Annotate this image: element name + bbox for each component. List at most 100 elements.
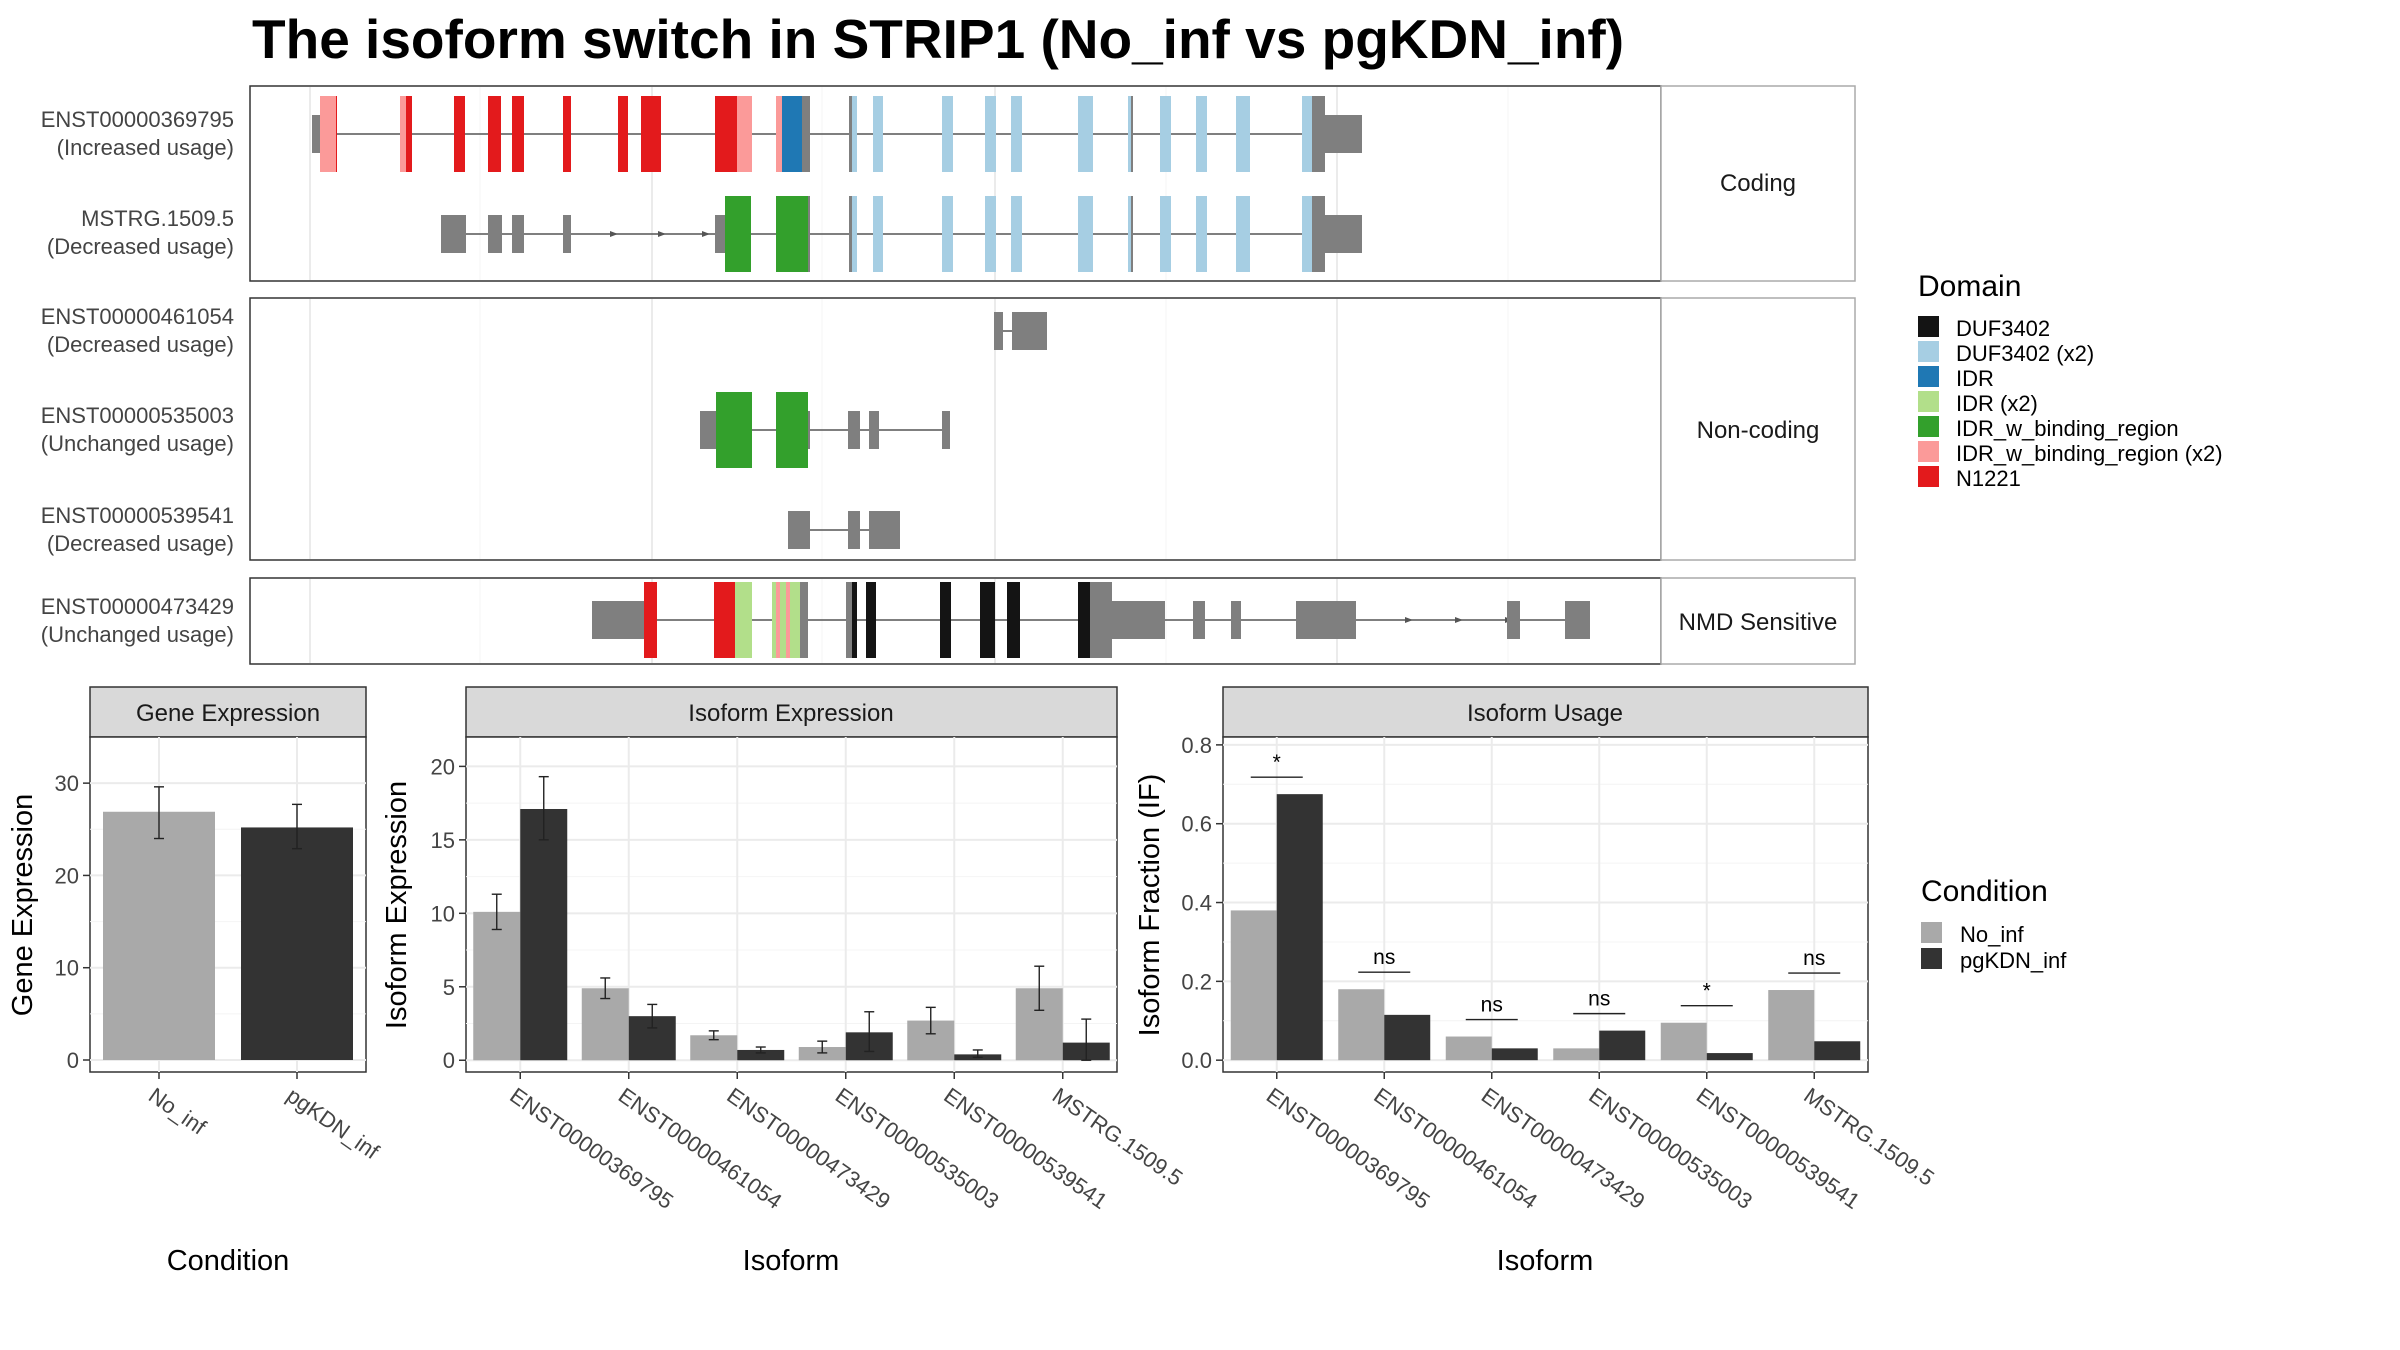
noncoding-exon bbox=[869, 511, 900, 549]
condition-legend: Condition No_inf pgKDN_inf bbox=[1921, 875, 2067, 973]
direction-arrow bbox=[658, 231, 666, 237]
y-tick-label: 0.2 bbox=[1181, 969, 1212, 994]
bar-no-inf bbox=[581, 988, 629, 1061]
y-tick-label: 0 bbox=[443, 1048, 455, 1073]
domain-exon bbox=[942, 196, 953, 272]
domain-exon bbox=[852, 96, 857, 172]
isoform-usage-4: (Unchanged usage) bbox=[41, 431, 234, 456]
track-enst00000539541 bbox=[788, 511, 900, 549]
isoform-label-5: ENST00000539541 bbox=[41, 503, 234, 528]
coding-exon bbox=[1131, 96, 1133, 172]
domain-exon bbox=[790, 582, 800, 658]
isoform-usage-yticks: 0.0 0.2 0.4 0.6 0.8 bbox=[1181, 733, 1223, 1073]
legend-key-pgkdn-inf bbox=[1921, 948, 1942, 969]
y-tick-label: 15 bbox=[431, 828, 455, 853]
noncoding-panel-frame bbox=[249, 297, 1662, 561]
strip-nmd-label: NMD Sensitive bbox=[1679, 609, 1838, 636]
domain-exon bbox=[406, 96, 412, 172]
isoform-usage-2: (Decreased usage) bbox=[47, 234, 234, 259]
track-enst00000535003 bbox=[700, 392, 950, 468]
domain-exon bbox=[786, 582, 790, 658]
bar-pgkdn-inf bbox=[1814, 1041, 1861, 1061]
domain-exon bbox=[1196, 96, 1207, 172]
domain-exon bbox=[1078, 196, 1093, 272]
y-tick-label: 5 bbox=[443, 975, 455, 1000]
utr-exon bbox=[488, 215, 502, 253]
noncoding-exon bbox=[869, 411, 879, 449]
bar-pgkdn-inf bbox=[1276, 794, 1323, 1061]
bar-no-inf bbox=[1553, 1048, 1600, 1061]
isoform-expression-yticks: 0 5 10 15 20 bbox=[431, 754, 466, 1073]
coding-exon bbox=[1131, 196, 1133, 272]
strip-coding-label: Coding bbox=[1720, 170, 1796, 197]
noncoding-exon bbox=[1325, 115, 1362, 153]
domain-exon bbox=[772, 582, 776, 658]
strip-noncoding bbox=[1660, 297, 1856, 561]
bar-no-inf bbox=[798, 1047, 846, 1061]
significance-label: * bbox=[1273, 751, 1281, 774]
isoform-expression-panel bbox=[465, 736, 1118, 1073]
utr-exon bbox=[700, 411, 715, 449]
track-enst00000461054 bbox=[994, 312, 1047, 350]
coding-exon bbox=[808, 196, 810, 272]
noncoding-exon bbox=[1507, 601, 1520, 639]
domain-exon bbox=[873, 196, 883, 272]
coding-exon bbox=[846, 582, 852, 658]
y-tick-label: 0.4 bbox=[1181, 891, 1212, 916]
domain-legend-title: Domain bbox=[1918, 270, 2021, 303]
noncoding-exon bbox=[1231, 601, 1241, 639]
legend-label-idr-binding-x2: IDR_w_binding_region (x2) bbox=[1956, 441, 2223, 466]
domain-exon bbox=[782, 96, 802, 172]
legend-label-idr: IDR bbox=[1956, 366, 1994, 391]
coding-exon bbox=[1312, 196, 1325, 272]
significance-label: ns bbox=[1803, 947, 1825, 970]
domain-exon bbox=[512, 96, 524, 172]
domain-exon bbox=[776, 392, 808, 468]
legend-label-idr-x2: IDR (x2) bbox=[1956, 391, 2038, 416]
bar-no-inf bbox=[103, 811, 215, 1061]
domain-exon bbox=[618, 96, 628, 172]
bar-no-inf bbox=[1338, 989, 1385, 1061]
noncoding-exon bbox=[942, 411, 950, 449]
y-tick-label: 0.0 bbox=[1181, 1048, 1212, 1073]
isoform-expression-strip bbox=[465, 686, 1118, 738]
gene-expression-ylabel: Gene Expression bbox=[7, 794, 39, 1016]
gene-expression-xlabel: Condition bbox=[167, 1245, 290, 1277]
strip-noncoding-label: Non-coding bbox=[1697, 417, 1820, 444]
domain-exon bbox=[852, 196, 857, 272]
figure-title: The isoform switch in STRIP1 (No_inf vs … bbox=[252, 8, 1624, 70]
bar-pgkdn-inf bbox=[737, 1049, 785, 1061]
bar-pgkdn-inf bbox=[1491, 1048, 1538, 1061]
y-tick-label: 30 bbox=[55, 771, 79, 796]
nmd-panel-frame bbox=[249, 577, 1662, 665]
isoform-usage-5: (Decreased usage) bbox=[47, 531, 234, 556]
domain-exon bbox=[866, 582, 876, 658]
legend-key-duf3402-x2 bbox=[1918, 341, 1939, 362]
strip-coding bbox=[1660, 85, 1856, 282]
domain-exon bbox=[725, 196, 751, 272]
isoform-expression-marks bbox=[473, 775, 1110, 1061]
coding-panel-frame bbox=[249, 85, 1662, 282]
legend-label-duf3402-x2: DUF3402 (x2) bbox=[1956, 341, 2094, 366]
domain-exon bbox=[980, 582, 995, 658]
isoform-usage-6: (Unchanged usage) bbox=[41, 622, 234, 647]
domain-exon bbox=[1128, 96, 1131, 172]
bar-no-inf bbox=[1768, 990, 1815, 1061]
domain-exon bbox=[985, 96, 996, 172]
bar-pgkdn-inf bbox=[1384, 1014, 1431, 1061]
coding-exon bbox=[800, 582, 808, 658]
isoform-usage-panel bbox=[1222, 736, 1869, 1073]
direction-arrow bbox=[610, 231, 618, 237]
domain-exon bbox=[714, 582, 735, 658]
domain-exon bbox=[1160, 196, 1171, 272]
legend-label-idr-binding: IDR_w_binding_region bbox=[1956, 416, 2179, 441]
domain-exon bbox=[1011, 96, 1022, 172]
direction-arrow bbox=[702, 231, 710, 237]
noncoding-exon bbox=[1012, 312, 1047, 350]
isoform-usage-3: (Decreased usage) bbox=[47, 332, 234, 357]
legend-key-idr-binding bbox=[1918, 416, 1939, 437]
legend-key-idr bbox=[1918, 366, 1939, 387]
domain-exon bbox=[336, 96, 337, 172]
